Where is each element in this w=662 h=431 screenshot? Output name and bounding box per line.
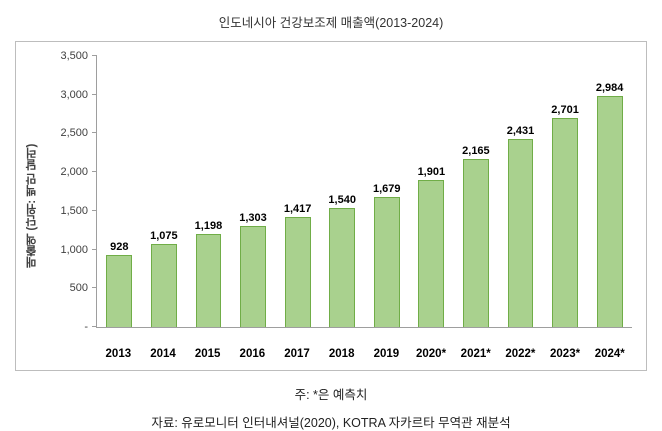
bar-value-label: 1,540 xyxy=(328,193,356,206)
y-tick-label: 2,000 xyxy=(60,166,88,179)
bar xyxy=(195,234,222,327)
bar-value-label: 2,701 xyxy=(551,103,579,116)
y-axis-title: 매출액 (단위: 백만 달러) xyxy=(26,143,38,269)
x-axis-label: 2022* xyxy=(505,348,536,360)
y-tick-mark xyxy=(92,326,97,327)
bar xyxy=(373,197,400,327)
bar-value-label: 1,417 xyxy=(283,203,312,216)
y-tick-label: - xyxy=(84,321,88,333)
x-axis-labels: 2013 2014 2015 2016 2017 2018 2019 2020* 2021* 20… xyxy=(96,348,632,360)
bar xyxy=(329,207,356,327)
x-axis-label: 2024* xyxy=(594,348,625,360)
y-tick-label: 3,000 xyxy=(60,88,88,101)
x-axis-label: 2023* xyxy=(550,348,581,360)
y-tick-mark xyxy=(92,248,97,250)
y-tick-label: 1,000 xyxy=(60,243,88,256)
y-tick-mark xyxy=(92,287,97,289)
x-axis-label: 2014 xyxy=(150,348,176,360)
y-tick-label: 1,500 xyxy=(60,204,88,217)
bar-value-label: 928 xyxy=(110,241,129,254)
bar-value-label: 1,075 xyxy=(150,229,178,242)
bar xyxy=(150,243,177,327)
bar xyxy=(418,179,445,327)
bar xyxy=(284,217,311,327)
bar-column: 1,075 xyxy=(142,56,187,327)
x-axis-label: 2020* xyxy=(416,348,447,360)
x-axis-label: 2017 xyxy=(284,348,310,360)
bar-column: 1,198 xyxy=(186,56,231,327)
y-tick-label: 500 xyxy=(69,282,88,295)
bar-column: 1,540 xyxy=(320,56,365,327)
bar xyxy=(552,117,578,327)
bar-value-label: 2,984 xyxy=(595,81,624,94)
footnote: 주: *은 예측치 xyxy=(294,388,368,402)
x-axis-label: 2016 xyxy=(239,348,266,360)
x-axis-label: 2019 xyxy=(373,348,400,360)
source-line: 자료: 유로모니터 인터내셔널(2020), KOTRA 자카르타 무역관 재분… xyxy=(151,416,511,430)
y-tick-label: 2,500 xyxy=(60,127,88,140)
bar xyxy=(106,255,133,327)
x-axis-label: 2015 xyxy=(194,348,221,360)
bar-column: 928 xyxy=(97,56,142,327)
y-tick-mark xyxy=(92,93,97,95)
bar-column: 1,417 xyxy=(275,56,320,327)
bar-column: 1,679 xyxy=(364,56,409,327)
bar xyxy=(240,226,266,327)
bar-value-label: 2,165 xyxy=(462,145,490,158)
bar-column: 2,431 xyxy=(498,56,543,327)
bar xyxy=(507,138,534,327)
chart-title: 인도네시아 건강보조제 매출액(2013-2024) xyxy=(218,16,444,30)
bar-value-label: 1,679 xyxy=(372,183,401,195)
bar-column: 2,165 xyxy=(454,56,499,327)
x-axis-label: 2021* xyxy=(460,348,491,360)
y-tick-mark xyxy=(92,171,97,173)
y-tick-mark xyxy=(92,209,97,211)
plot-area: - 500 1,000 1,500 2,000 2,500 3,000 3,500 928 1,0… xyxy=(60,50,632,333)
bar xyxy=(596,95,623,327)
bar-value-label: 1,198 xyxy=(194,220,223,233)
bar-column: 1,901 xyxy=(409,56,454,327)
bar-column: 2,984 xyxy=(587,56,632,327)
bar-value-label: 1,303 xyxy=(239,212,267,225)
bar-column: 1,303 xyxy=(231,56,276,327)
y-tick-label: 3,500 xyxy=(60,50,88,62)
y-tick-mark xyxy=(92,55,97,56)
bar xyxy=(462,159,489,327)
y-tick-mark xyxy=(92,132,97,134)
bar-column: 2,701 xyxy=(543,56,588,327)
bar-value-label: 1,901 xyxy=(417,165,446,178)
x-axis-label: 2013 xyxy=(105,348,132,360)
bar-value-label: 2,431 xyxy=(506,124,535,137)
chart-frame: 매출액 (단위: 백만 달러) - 500 1,000 1,500 2,000 2,500… xyxy=(15,41,647,371)
x-axis-label: 2018 xyxy=(328,348,355,360)
